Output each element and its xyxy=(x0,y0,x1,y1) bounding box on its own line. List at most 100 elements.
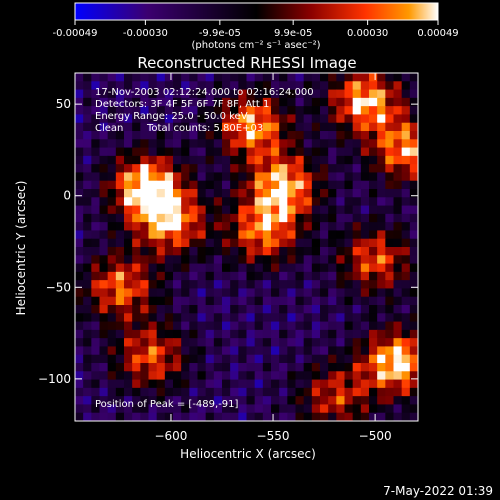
heatmap-cell xyxy=(75,131,84,140)
heatmap-cell xyxy=(124,164,133,174)
heatmap-cell xyxy=(140,404,150,414)
heatmap-cell xyxy=(189,97,199,107)
heatmap-cell xyxy=(336,230,346,240)
heatmap-cell xyxy=(238,89,248,99)
heatmap-cell xyxy=(320,81,329,91)
heatmap-cell xyxy=(75,155,84,165)
heatmap-cell xyxy=(271,73,280,82)
heatmap-cell xyxy=(385,346,395,356)
heatmap-cell xyxy=(156,180,166,190)
heatmap-cell xyxy=(377,363,386,372)
heatmap-cell xyxy=(148,97,158,107)
heatmap-cell xyxy=(352,379,362,389)
heatmap-cell xyxy=(279,271,288,281)
heatmap-cell xyxy=(115,155,125,165)
heatmap-cell xyxy=(99,379,109,389)
heatmap-cell xyxy=(189,73,199,82)
heatmap-cell xyxy=(279,296,288,306)
heatmap-cell xyxy=(385,412,395,421)
heatmap-cell xyxy=(401,321,411,331)
heatmap-cell xyxy=(409,238,418,248)
heatmap-cell xyxy=(377,205,386,215)
heatmap-cell xyxy=(279,164,288,174)
heatmap-cell xyxy=(262,329,272,339)
heatmap-cell xyxy=(352,89,362,99)
heatmap-cell xyxy=(189,305,199,314)
heatmap-cell xyxy=(409,412,418,421)
heatmap-cell xyxy=(320,363,329,372)
heatmap-cell xyxy=(344,189,354,198)
heatmap-cell xyxy=(409,379,418,389)
heatmap-cell xyxy=(320,147,329,157)
heatmap-cell xyxy=(311,288,321,298)
heatmap-cell xyxy=(213,280,223,290)
heatmap-cell xyxy=(254,371,264,381)
heatmap-cell xyxy=(287,404,297,414)
heatmap-cell xyxy=(262,263,272,273)
heatmap-cell xyxy=(262,147,272,157)
heatmap-cell xyxy=(360,363,370,372)
heatmap-cell xyxy=(344,296,354,306)
heatmap-cell xyxy=(328,139,337,149)
heatmap-cell xyxy=(352,387,362,397)
heatmap-cell xyxy=(230,354,239,364)
heatmap-cell xyxy=(377,189,386,198)
heatmap-cell xyxy=(246,296,256,306)
heatmap-cell xyxy=(344,412,354,421)
heatmap-cell xyxy=(156,238,166,248)
heatmap-cell xyxy=(91,189,101,198)
heatmap-cell xyxy=(385,106,395,116)
heatmap-cell xyxy=(164,379,174,389)
heatmap-cell xyxy=(91,338,101,348)
heatmap-cell xyxy=(344,97,354,107)
heatmap-cell xyxy=(320,213,329,223)
heatmap-cell xyxy=(124,363,133,372)
heatmap-cell xyxy=(132,164,141,174)
heatmap-cell xyxy=(409,363,418,372)
heatmap-cell xyxy=(115,371,125,381)
heatmap-cell xyxy=(83,122,92,132)
heatmap-cell xyxy=(352,139,362,149)
heatmap-cell xyxy=(189,197,199,207)
heatmap-cell xyxy=(311,164,321,174)
heatmap-cell xyxy=(230,106,239,116)
heatmap-cell xyxy=(393,222,403,232)
heatmap-cell xyxy=(409,147,418,157)
heatmap-cell xyxy=(75,288,84,298)
heatmap-cell xyxy=(205,180,215,190)
heatmap-cell xyxy=(83,346,92,356)
heatmap-cell xyxy=(352,280,362,290)
heatmap-cell xyxy=(352,197,362,207)
heatmap-cell xyxy=(140,329,150,339)
heatmap-cell xyxy=(230,280,239,290)
heatmap-cell xyxy=(156,271,166,281)
heatmap-cell xyxy=(287,106,297,116)
heatmap-cell xyxy=(222,73,231,82)
heatmap-cell xyxy=(99,263,109,273)
heatmap-cell xyxy=(99,197,109,207)
heatmap-cell xyxy=(181,371,190,381)
heatmap-cell xyxy=(173,321,182,331)
heatmap-cell xyxy=(181,296,190,306)
heatmap-cell xyxy=(369,139,378,149)
heatmap-cell xyxy=(287,329,297,339)
heatmap-cell xyxy=(99,222,109,232)
heatmap-cell xyxy=(401,288,411,298)
heatmap-cell xyxy=(83,255,92,265)
heatmap-cell xyxy=(279,280,288,290)
heatmap-cell xyxy=(377,222,386,232)
heatmap-cell xyxy=(164,122,174,132)
heatmap-cell xyxy=(189,238,199,248)
heatmap-cell xyxy=(393,313,403,323)
heatmap-cell xyxy=(295,379,305,389)
heatmap-cell xyxy=(303,230,313,240)
heatmap-cell xyxy=(360,139,370,149)
heatmap-cell xyxy=(295,255,305,265)
heatmap-cell xyxy=(197,97,207,107)
heatmap-cell xyxy=(107,238,117,248)
heatmap-cell xyxy=(401,164,411,174)
heatmap-cell xyxy=(124,346,133,356)
heatmap-cell xyxy=(91,387,101,397)
heatmap-cell xyxy=(262,396,272,406)
heatmap-cell xyxy=(230,338,239,348)
